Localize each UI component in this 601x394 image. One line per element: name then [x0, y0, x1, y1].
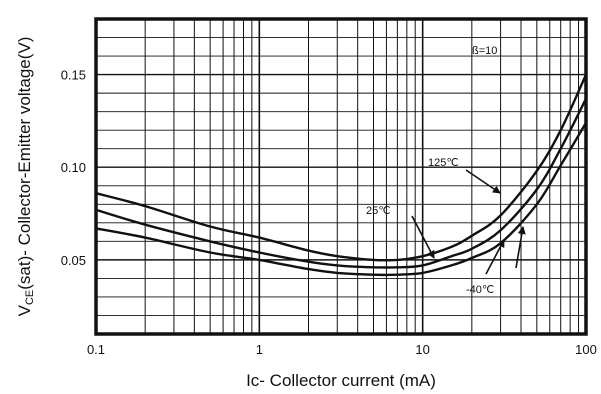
x-tick-label: 100	[575, 342, 597, 357]
arrow-minus40c-a	[485, 239, 505, 275]
x-tick-label: 0.1	[87, 342, 105, 357]
arrow-25c	[411, 215, 435, 259]
x-tick-labels: 0.1 1 10 100	[87, 342, 597, 357]
curves	[95, 74, 588, 277]
x-tick-label: 1	[256, 342, 263, 357]
series-label-minus40c: -40℃	[466, 284, 494, 296]
y-axis-label-subscript: CE	[24, 290, 36, 305]
x-axis-label: Ic- Collector current (mA)	[246, 371, 436, 390]
series-label-25c: 25℃	[366, 205, 391, 217]
curve-minus40c	[95, 122, 588, 277]
curve-125c	[95, 74, 588, 262]
plot-frame	[94, 17, 588, 336]
y-tick-label: 0.10	[61, 160, 86, 175]
annotation-arrows	[411, 169, 526, 275]
y-tick-labels: 0.05 0.10 0.15	[61, 68, 86, 268]
y-tick-label: 0.15	[61, 68, 86, 83]
grid	[96, 19, 586, 334]
y-tick-label: 0.05	[61, 253, 86, 268]
beta-annotation: ß=10	[472, 45, 497, 57]
arrow-minus40c-b	[515, 226, 526, 269]
x-tick-label: 10	[415, 342, 429, 357]
y-axis-label: VCE(sat)- Collector-Emitter voltage(V)	[15, 37, 36, 317]
arrow-125c	[465, 169, 501, 194]
y-axis-label-main: V	[15, 304, 34, 316]
y-axis-label-rest: (sat)- Collector-Emitter voltage(V)	[15, 37, 34, 290]
curve-25c	[95, 98, 588, 269]
series-label-125c: 125℃	[428, 157, 459, 169]
